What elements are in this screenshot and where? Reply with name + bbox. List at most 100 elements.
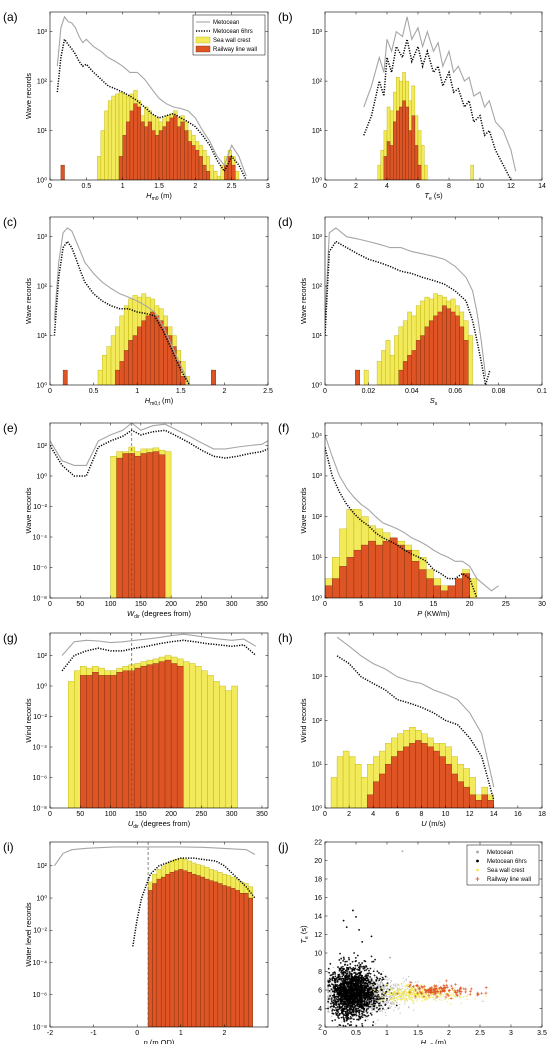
sea-wall-point — [387, 990, 389, 993]
railway-bar — [136, 106, 142, 180]
metocean-6hrs-point — [343, 1005, 346, 1008]
metocean-6hrs-point — [337, 1011, 340, 1014]
metocean-6hrs-point — [354, 960, 357, 963]
metocean-6hrs-point — [360, 991, 362, 994]
metocean-6hrs-point — [361, 982, 364, 985]
metocean-point — [371, 1011, 373, 1014]
sea-wall-point — [397, 998, 399, 1001]
sea-wall-bar — [231, 685, 238, 808]
railway-bar — [447, 585, 456, 598]
metocean-6hrs-point — [363, 1014, 366, 1016]
metocean-6hrs-point — [372, 1001, 375, 1004]
railway-point — [435, 987, 439, 991]
panel-label: (g) — [3, 631, 18, 645]
metocean-6hrs-point — [372, 1005, 375, 1007]
y-tick-label: 10⁻⁶ — [33, 565, 47, 572]
metocean-6hrs-point — [348, 958, 351, 961]
railway-point — [442, 983, 446, 987]
sea-wall-point — [399, 999, 402, 1001]
metocean-6hrs-point — [329, 1006, 332, 1008]
x-tick-label: 1.5 — [176, 388, 186, 395]
metocean-6hrs-point — [336, 986, 339, 989]
metocean-6hrs-point — [351, 978, 353, 981]
sea-wall-point — [392, 1004, 395, 1006]
railway-point — [416, 984, 420, 988]
railway-bar — [389, 145, 394, 180]
plot-area — [50, 423, 268, 598]
x-tick-label: 0.08 — [492, 388, 506, 395]
metocean-6hrs-point — [341, 975, 344, 978]
metocean-6hrs-point — [332, 973, 335, 976]
y-tick-label: 10⁰ — [36, 176, 47, 184]
outlier-point — [389, 956, 391, 959]
metocean-point — [330, 1007, 332, 1010]
x-tick-label: -2 — [47, 1030, 53, 1037]
metocean-6hrs-point — [385, 990, 388, 993]
metocean-6hrs-point — [357, 1007, 360, 1010]
sea-wall-point — [460, 1002, 463, 1004]
sea-wall-bar — [380, 150, 385, 180]
x-tick-label: 150 — [135, 601, 147, 608]
metocean-6hrs-point — [350, 984, 353, 987]
railway-bar — [441, 305, 447, 385]
y-tick-label: 10² — [37, 443, 48, 450]
metocean-6hrs-point — [359, 981, 362, 984]
railway-bar — [160, 876, 166, 1027]
sea-wall-bar — [104, 110, 109, 180]
railway-point — [459, 986, 463, 989]
x-tick-label: 1 — [179, 1030, 183, 1037]
sea-wall-point — [466, 998, 468, 1001]
metocean-point — [332, 966, 334, 969]
metocean-6hrs-point — [369, 993, 372, 996]
metocean-6hrs-point — [343, 989, 345, 992]
sea-wall-point — [428, 997, 430, 999]
metocean-6hrs-point — [339, 992, 342, 995]
metocean-line — [325, 227, 487, 377]
metocean-6hrs-point — [344, 979, 347, 981]
railway-bar — [195, 875, 201, 1027]
metocean-6hrs-point — [371, 1003, 373, 1006]
railway-bar — [457, 781, 464, 808]
railway-bar — [115, 369, 120, 385]
railway-bar — [455, 578, 463, 598]
railway-bar — [128, 340, 134, 385]
x-tick-label: 2.5 — [475, 1030, 485, 1037]
y-tick-label: 10⁻² — [33, 714, 47, 721]
railway-bar — [409, 743, 416, 808]
metocean-6hrs-point — [344, 1010, 347, 1013]
metocean-point — [387, 1000, 390, 1002]
metocean-6hrs-point — [332, 999, 335, 1002]
metocean-6hrs-point — [347, 1022, 349, 1025]
railway-point — [464, 990, 468, 994]
sea-wall-point — [398, 991, 400, 994]
railway-bar — [140, 121, 145, 180]
sea-wall-point — [397, 989, 400, 992]
metocean-6hrs-line — [61, 639, 257, 672]
metocean-6hrs-point — [355, 1014, 358, 1017]
metocean-6hrs-point — [333, 990, 336, 993]
metocean-6hrs-point — [350, 1020, 352, 1023]
metocean-6hrs-point — [380, 973, 382, 976]
sea-wall-point — [413, 999, 415, 1001]
sea-wall-point — [413, 990, 415, 993]
railway-point — [396, 992, 399, 996]
metocean-6hrs-point — [356, 997, 359, 1000]
metocean-point — [396, 987, 399, 989]
sea-wall-point — [379, 990, 381, 992]
metocean-6hrs-point — [369, 976, 371, 978]
metocean-6hrs-point — [338, 1017, 340, 1020]
x-axis-label: Ss — [430, 396, 438, 407]
axes-frame — [49, 841, 269, 1028]
metocean-6hrs-point — [378, 1007, 381, 1010]
railway-bar — [230, 888, 236, 1027]
railway-bar — [415, 740, 422, 808]
metocean-6hrs-point — [333, 1003, 336, 1006]
sea-wall-point — [388, 993, 390, 995]
railway-point — [451, 987, 454, 990]
metocean-6hrs-point — [343, 1018, 346, 1021]
railway-point — [468, 992, 472, 996]
metocean-6hrs-point — [344, 1025, 347, 1027]
metocean-6hrs-point — [366, 985, 368, 988]
metocean-6hrs-point — [329, 962, 332, 965]
sea-wall-bar — [363, 369, 369, 385]
